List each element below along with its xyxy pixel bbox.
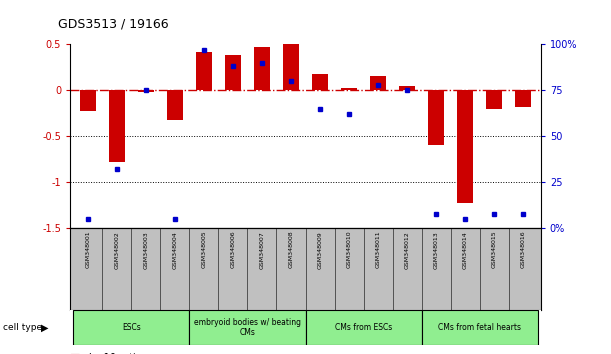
Bar: [138, 90, 154, 92]
Text: CMs from ESCs: CMs from ESCs: [335, 323, 392, 332]
Bar: [196, 52, 212, 90]
Text: GSM348001: GSM348001: [85, 231, 90, 268]
Text: GSM348004: GSM348004: [172, 231, 177, 269]
Bar: [457, 90, 473, 202]
Bar: [189, 310, 306, 345]
Text: GSM348010: GSM348010: [346, 231, 351, 268]
Bar: [515, 90, 532, 107]
Text: GDS3513 / 19166: GDS3513 / 19166: [58, 17, 169, 30]
Bar: [79, 90, 96, 110]
Text: GSM348013: GSM348013: [434, 231, 439, 269]
Text: GSM348014: GSM348014: [463, 231, 468, 269]
Text: GSM348005: GSM348005: [202, 231, 207, 268]
Text: cell type: cell type: [3, 323, 42, 332]
Text: ■: ■: [70, 353, 81, 354]
Bar: [167, 90, 183, 120]
Text: GSM348008: GSM348008: [288, 231, 293, 268]
Bar: [428, 90, 444, 145]
Text: GSM348012: GSM348012: [404, 231, 409, 269]
Bar: [370, 76, 386, 90]
Text: ESCs: ESCs: [122, 323, 141, 332]
Text: GSM348009: GSM348009: [318, 231, 323, 269]
Text: ▶: ▶: [41, 322, 48, 332]
Text: CMs from fetal hearts: CMs from fetal hearts: [438, 323, 521, 332]
Bar: [254, 47, 270, 90]
Bar: [399, 86, 415, 90]
Text: GSM348006: GSM348006: [230, 231, 235, 268]
Bar: [283, 44, 299, 90]
Bar: [341, 88, 357, 90]
Text: GSM348003: GSM348003: [143, 231, 148, 269]
Text: GSM348011: GSM348011: [376, 231, 381, 268]
Text: GSM348002: GSM348002: [114, 231, 119, 269]
Text: embryoid bodies w/ beating
CMs: embryoid bodies w/ beating CMs: [194, 318, 301, 337]
Text: GSM348016: GSM348016: [521, 231, 526, 268]
Bar: [486, 90, 502, 109]
Bar: [109, 90, 125, 162]
Bar: [306, 310, 422, 345]
Bar: [312, 74, 328, 90]
Text: GSM348007: GSM348007: [260, 231, 265, 269]
Bar: [73, 310, 189, 345]
Bar: [225, 55, 241, 90]
Text: GSM348015: GSM348015: [492, 231, 497, 268]
Bar: [422, 310, 538, 345]
Text: log10 ratio: log10 ratio: [89, 353, 141, 354]
